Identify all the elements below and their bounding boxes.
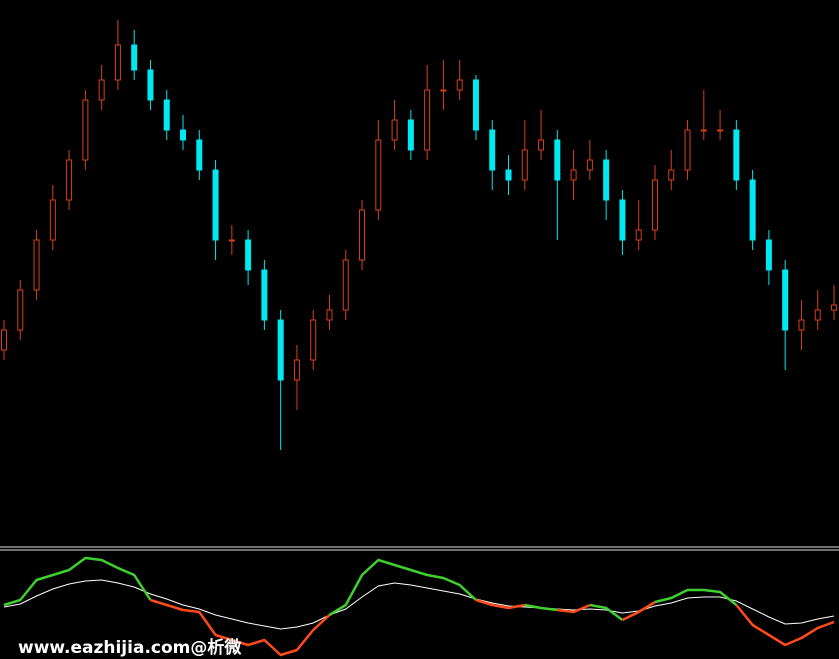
candle-body — [326, 309, 333, 321]
candle-body — [635, 229, 642, 241]
candle-body — [505, 169, 512, 181]
candle-body — [375, 139, 382, 211]
candle-body — [180, 129, 187, 141]
candle-body — [17, 289, 24, 331]
candle-body — [814, 309, 821, 321]
indicator-line — [524, 603, 558, 612]
candle-body — [521, 149, 528, 181]
watermark: www.eazhijia.com@析微 — [18, 637, 242, 658]
candle-body — [114, 44, 121, 81]
candle-body — [66, 159, 73, 201]
candle-body — [196, 139, 203, 171]
candle-body — [49, 199, 56, 241]
candle-body — [163, 99, 170, 131]
candle-body — [538, 139, 545, 151]
candle-body — [98, 79, 105, 101]
candle-body — [212, 169, 219, 241]
price-panel — [1, 20, 837, 450]
candle-body — [391, 119, 398, 141]
indicator-line — [589, 603, 624, 622]
indicator-line — [621, 600, 656, 622]
indicator-line — [150, 598, 331, 657]
candle-body — [668, 169, 675, 181]
candle-body — [293, 359, 300, 381]
candle-body — [359, 209, 366, 261]
candle-body — [245, 239, 252, 271]
candle-body — [765, 239, 772, 271]
candle-body — [554, 139, 561, 181]
candle-body — [310, 319, 317, 361]
candle-body — [782, 269, 789, 331]
candle-body — [586, 159, 593, 171]
candle-body — [684, 129, 691, 171]
indicator-line — [557, 603, 591, 614]
candle-body — [831, 304, 837, 311]
candle-body — [228, 239, 235, 242]
signal-line — [3, 579, 835, 630]
candle-body — [261, 269, 268, 321]
candle-body — [440, 89, 447, 92]
candle-body — [1, 329, 7, 351]
indicator-line — [328, 558, 477, 617]
indicator-line — [654, 588, 738, 606]
candle-body — [489, 129, 496, 171]
candle-body — [424, 89, 431, 151]
candle-body — [749, 179, 756, 241]
candle-body — [456, 79, 463, 91]
candle-body — [700, 129, 707, 132]
candle-body — [733, 129, 740, 181]
candle-body — [407, 119, 414, 151]
candle-body — [717, 129, 724, 132]
indicator-line — [3, 556, 152, 607]
candle-body — [147, 69, 154, 101]
candle-body — [277, 319, 284, 381]
indicator-panel — [3, 556, 835, 657]
candle-body — [33, 239, 40, 291]
candle-body — [603, 159, 610, 201]
candle-body — [131, 44, 138, 71]
indicator-line — [735, 604, 835, 647]
candle-body — [619, 199, 626, 241]
indicator-line — [475, 598, 526, 610]
candle-body — [472, 79, 479, 131]
candle-body — [651, 179, 658, 231]
candle-body — [570, 169, 577, 181]
candle-body — [82, 99, 89, 161]
candle-body — [342, 259, 349, 311]
candle-body — [798, 319, 805, 331]
